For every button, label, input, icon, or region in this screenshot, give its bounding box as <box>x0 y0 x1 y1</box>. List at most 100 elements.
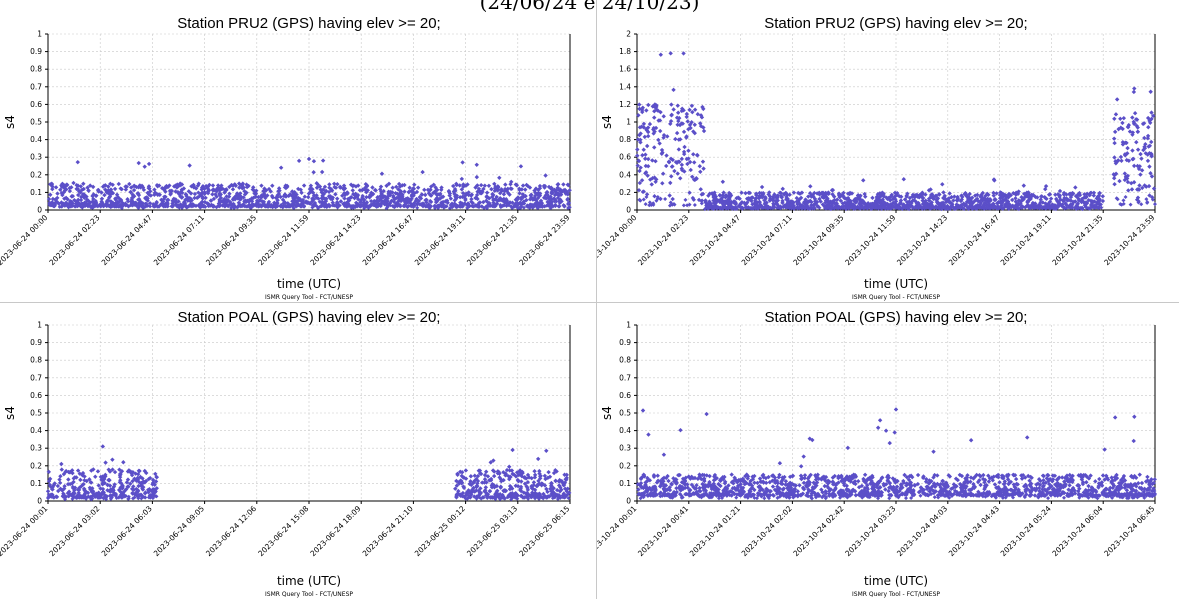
data-point <box>566 182 571 188</box>
data-point <box>923 192 928 197</box>
data-point <box>1000 206 1005 211</box>
data-point <box>395 191 400 196</box>
data-point <box>1149 152 1154 158</box>
data-point <box>892 190 898 196</box>
data-point <box>65 490 71 496</box>
x-tick-label: 2023-06-24 12:06 <box>204 504 258 558</box>
data-point <box>197 203 202 208</box>
data-point <box>488 460 493 465</box>
data-point <box>242 199 247 204</box>
data-point <box>108 204 113 209</box>
data-point <box>1111 136 1117 141</box>
data-point <box>660 181 665 186</box>
data-point <box>1015 206 1020 211</box>
data-point <box>468 193 474 198</box>
data-point <box>689 103 695 108</box>
data-point <box>1141 147 1146 153</box>
data-point <box>1145 133 1151 139</box>
data-point <box>515 496 520 501</box>
data-point <box>549 481 554 486</box>
data-point <box>386 191 391 197</box>
data-point <box>1118 125 1124 130</box>
data-point <box>559 478 564 484</box>
x-tick-label: 2023-10-24 11:59 <box>843 213 897 267</box>
data-point <box>563 191 569 196</box>
data-point <box>554 469 559 474</box>
data-point <box>83 495 88 500</box>
data-point <box>411 186 416 191</box>
data-point <box>459 176 465 182</box>
data-point <box>65 481 71 487</box>
data-point <box>265 193 270 198</box>
data-point <box>1134 140 1139 145</box>
data-point <box>653 158 658 164</box>
data-point <box>890 200 896 206</box>
data-point <box>912 192 918 198</box>
data-point <box>545 203 550 208</box>
data-point <box>382 201 387 207</box>
data-point <box>179 187 185 192</box>
data-point <box>125 196 130 202</box>
data-point <box>551 486 556 491</box>
data-point <box>513 495 518 500</box>
data-point <box>661 114 666 119</box>
data-point <box>284 204 289 209</box>
data-point <box>1021 197 1026 202</box>
data-point <box>342 204 347 209</box>
data-point <box>639 124 644 129</box>
data-point <box>1118 116 1123 121</box>
data-point <box>202 191 207 197</box>
x-tick-label: 2023-10-24 19:11 <box>999 213 1053 267</box>
data-point <box>437 196 443 201</box>
y-tick-label: 0.5 <box>619 409 631 418</box>
data-point <box>478 486 483 491</box>
data-point <box>46 496 51 501</box>
data-point <box>561 182 566 187</box>
data-point <box>150 477 156 483</box>
data-point <box>550 493 555 498</box>
data-point <box>1067 483 1072 488</box>
data-point <box>674 130 680 136</box>
data-point <box>106 478 112 483</box>
data-point <box>1061 197 1066 203</box>
data-point <box>241 185 246 190</box>
y-tick-label: 0.4 <box>619 426 631 435</box>
data-point <box>402 182 407 188</box>
y-tick-label: 0.2 <box>619 188 631 197</box>
data-point <box>338 185 343 190</box>
x-tick-label: 2023-06-24 07:11 <box>152 213 206 267</box>
data-point <box>59 467 64 472</box>
data-point <box>518 200 523 205</box>
data-point <box>82 474 87 479</box>
data-point <box>1125 151 1130 156</box>
data-point <box>875 200 881 205</box>
data-point <box>1141 121 1147 126</box>
data-point <box>93 200 99 205</box>
data-point <box>478 471 484 477</box>
data-point <box>679 106 685 111</box>
data-point <box>1108 485 1113 491</box>
data-point <box>1064 192 1069 197</box>
data-point <box>920 206 925 211</box>
data-point <box>154 474 159 480</box>
y-tick-label: 1 <box>37 321 42 330</box>
data-point <box>519 494 524 499</box>
data-point <box>142 491 148 496</box>
data-point <box>1129 181 1134 186</box>
data-point <box>50 186 55 192</box>
data-point <box>330 195 336 200</box>
chart-title: Station POAL (GPS) having elev >= 20; <box>178 309 441 326</box>
data-point <box>809 199 814 205</box>
data-point <box>187 163 192 168</box>
data-point <box>666 160 672 165</box>
data-point <box>1137 183 1142 188</box>
data-point <box>333 192 338 197</box>
data-point <box>58 187 63 193</box>
data-point <box>287 203 292 208</box>
data-point <box>211 196 217 202</box>
data-point <box>124 480 130 485</box>
data-point <box>476 203 481 208</box>
data-point <box>203 204 208 209</box>
y-tick-label: 0.4 <box>619 170 631 179</box>
data-point <box>1117 178 1122 184</box>
